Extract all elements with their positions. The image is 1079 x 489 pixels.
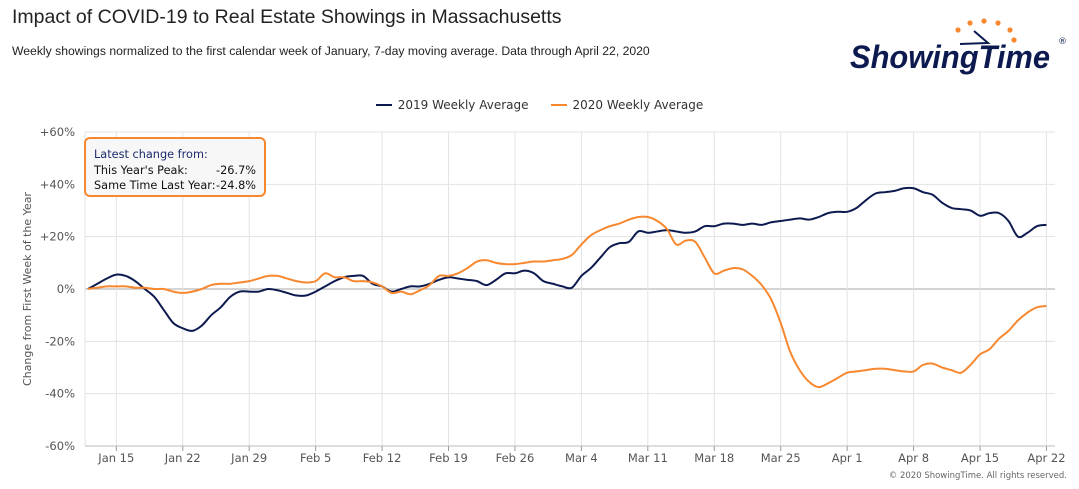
y-tick-label: -60%	[45, 439, 75, 453]
series-line-2019	[87, 186, 1047, 332]
y-tick-label: +20%	[40, 230, 75, 244]
legend-swatch-2019	[375, 104, 392, 106]
annotation-label: This Year's Peak:	[94, 164, 188, 177]
annotation-value: -26.7%	[216, 164, 256, 177]
y-tick-label: 0%	[57, 282, 75, 296]
annotation-label: Same Time Last Year:	[94, 179, 216, 192]
series-line-2020	[87, 215, 1047, 389]
svg-text:®: ®	[1058, 37, 1067, 47]
x-tick-label: Apr 22	[1027, 451, 1065, 465]
legend: 2019 Weekly Average 2020 Weekly Average	[0, 98, 1079, 112]
x-tick-label: Mar 25	[761, 451, 801, 465]
x-tick-label: Apr 8	[898, 451, 929, 465]
legend-swatch-2020	[550, 104, 567, 106]
annotation-row-peak: This Year's Peak: -26.7%	[94, 163, 264, 178]
x-tick-label: Apr 15	[961, 451, 999, 465]
annotation-heading: Latest change from:	[94, 148, 208, 161]
latest-change-annotation: Latest change from: This Year's Peak: -2…	[84, 137, 266, 197]
svg-text:ShowingTime: ShowingTime	[850, 39, 1050, 75]
x-tick-label: Jan 22	[164, 451, 201, 465]
y-tick-label: +40%	[40, 177, 75, 191]
x-tick-label: Apr 1	[832, 451, 863, 465]
chart-title: Impact of COVID-19 to Real Estate Showin…	[12, 6, 562, 28]
x-tick-label: Feb 12	[363, 451, 402, 465]
y-tick-label: +60%	[40, 125, 75, 139]
x-tick-label: Mar 4	[565, 451, 598, 465]
x-tick-label: Jan 29	[230, 451, 267, 465]
showingtime-logo: ShowingTime ®	[850, 18, 1067, 75]
x-tick-label: Jan 15	[97, 451, 134, 465]
copyright: © 2020 ShowingTime. All rights reserved.	[888, 471, 1067, 481]
legend-label-2020: 2020 Weekly Average	[572, 98, 704, 112]
x-tick-label: Mar 11	[628, 451, 668, 465]
chart-subtitle: Weekly showings normalized to the first …	[12, 44, 650, 58]
y-tick-label: -20%	[45, 334, 75, 348]
x-tick-label: Feb 19	[429, 451, 468, 465]
legend-label-2019: 2019 Weekly Average	[397, 98, 529, 112]
legend-item-2020[interactable]: 2020 Weekly Average	[550, 98, 704, 112]
annotation-row-last-year: Same Time Last Year: -24.8%	[94, 178, 264, 193]
x-tick-label: Feb 5	[300, 451, 331, 465]
y-axis-title: Change from First Week of the Year	[21, 192, 34, 386]
y-tick-label: -40%	[45, 387, 75, 401]
annotation-value: -24.8%	[216, 179, 256, 192]
x-tick-label: Feb 26	[496, 451, 535, 465]
legend-item-2019[interactable]: 2019 Weekly Average	[375, 98, 529, 112]
x-tick-label: Mar 18	[694, 451, 734, 465]
